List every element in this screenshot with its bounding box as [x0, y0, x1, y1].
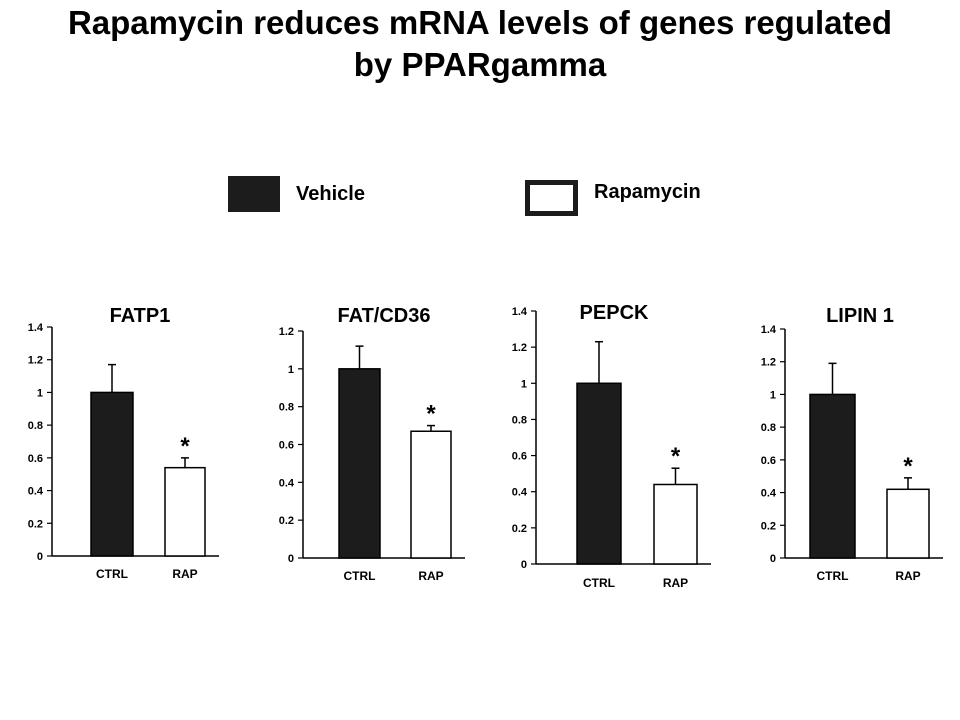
category-label: RAP: [663, 576, 688, 590]
bar-ctrl: [809, 393, 856, 559]
bar-ctrl: [338, 368, 381, 559]
y-tick-label: 0: [770, 553, 776, 565]
bar-chart-4: LIPIN 1 0 0.2 0.4 0.6 0.8 1 1.2 1.4 CTRL RAP *: [761, 305, 943, 583]
y-tick-label: 1.4: [512, 306, 528, 318]
bar-chart-1: FATP1 0 0.2 0.4 0.6 0.8 1 1.2 1.4 CTRL RAP *: [28, 305, 219, 581]
y-tick-label: 0.4: [761, 488, 777, 500]
y-tick-label: 0: [288, 553, 294, 565]
page-title: Rapamycin reduces mRNA levels of genes r…: [0, 2, 960, 86]
y-tick-label: 0.4: [512, 487, 528, 499]
y-tick-label: 0.4: [28, 486, 44, 498]
y-tick-label: 1.2: [761, 357, 776, 369]
significance-marker: *: [180, 433, 190, 460]
significance-marker: *: [671, 443, 681, 470]
bar-rap: [653, 483, 698, 565]
bar-ctrl: [576, 382, 622, 565]
y-tick-label: 1.4: [28, 322, 44, 334]
y-tick-label: 0: [521, 559, 527, 571]
category-label: CTRL: [344, 569, 376, 583]
y-tick-label: 0.2: [28, 518, 43, 530]
y-tick-label: 0.8: [512, 414, 527, 426]
y-tick-label: 1: [770, 389, 776, 401]
y-tick-label: 1: [37, 387, 43, 399]
chart-title: FAT/CD36: [338, 305, 431, 327]
bar-rap: [164, 466, 206, 557]
y-tick-label: 1: [521, 378, 527, 390]
bar-chart-2: FAT/CD36 0 0.2 0.4 0.6 0.8 1 1.2 CTRL RAP *: [279, 305, 465, 583]
y-tick-label: 1: [288, 364, 294, 376]
legend-label-vehicle: Vehicle: [296, 183, 365, 205]
y-tick-label: 0.8: [28, 420, 43, 432]
category-label: RAP: [172, 567, 197, 581]
bar-rap: [886, 488, 930, 559]
y-tick-label: 0.6: [761, 455, 776, 467]
bar-rap: [410, 430, 452, 559]
y-tick-label: 1.2: [28, 355, 43, 367]
y-tick-label: 0.6: [512, 451, 527, 463]
chart-title: LIPIN 1: [826, 305, 894, 327]
legend-swatch-vehicle: [228, 176, 280, 212]
y-tick-label: 0.8: [761, 422, 776, 434]
bar-ctrl: [90, 391, 134, 557]
y-tick-label: 0.8: [279, 402, 294, 414]
category-label: CTRL: [96, 567, 128, 581]
legend-label-rapamycin: Rapamycin: [594, 181, 701, 203]
category-label: RAP: [418, 569, 443, 583]
y-tick-label: 1.2: [512, 342, 527, 354]
y-tick-label: 1.2: [279, 326, 294, 338]
significance-marker: *: [426, 401, 436, 428]
y-tick-label: 0.6: [279, 440, 294, 452]
category-label: RAP: [895, 569, 920, 583]
y-tick-label: 0.4: [279, 477, 295, 489]
y-tick-label: 0.2: [761, 520, 776, 532]
bar-chart-3: PEPCK 0 0.2 0.4 0.6 0.8 1 1.2 1.4 CTRL RAP *: [512, 302, 711, 590]
category-label: CTRL: [817, 569, 849, 583]
chart-title: FATP1: [110, 305, 171, 327]
category-label: CTRL: [583, 576, 615, 590]
y-tick-label: 0.2: [512, 523, 527, 535]
y-tick-label: 1.4: [761, 324, 777, 336]
title-line-2: by PPARgamma: [353, 46, 607, 83]
legend-swatch-rapamycin: [525, 180, 578, 216]
significance-marker: *: [903, 453, 913, 480]
title-line-1: Rapamycin reduces mRNA levels of genes r…: [67, 4, 893, 41]
y-tick-label: 0.2: [279, 515, 294, 527]
chart-title: PEPCK: [580, 302, 649, 324]
y-tick-label: 0.6: [28, 453, 43, 465]
y-tick-label: 0: [37, 551, 43, 563]
